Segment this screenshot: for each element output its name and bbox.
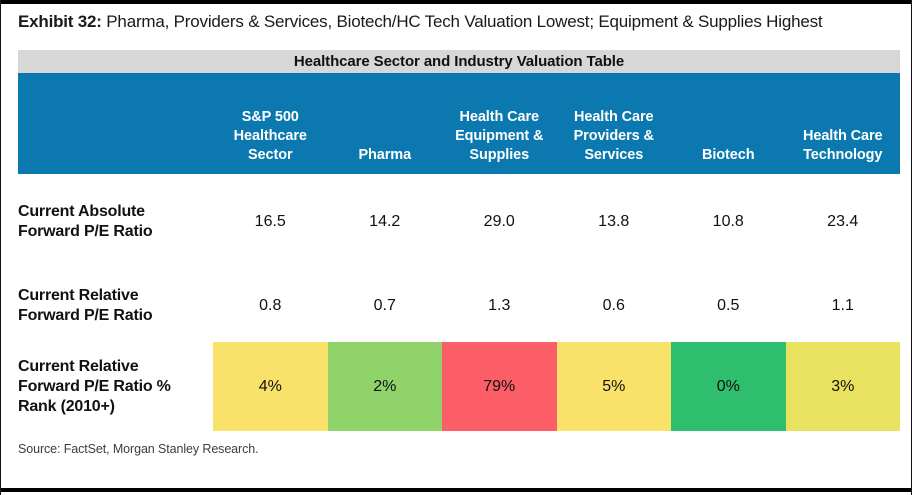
value-cell: 0.7 bbox=[373, 297, 396, 314]
value-cell: 16.5 bbox=[254, 213, 286, 230]
top-rule bbox=[1, 0, 911, 4]
source-note: Source: FactSet, Morgan Stanley Research… bbox=[18, 442, 259, 456]
heatmap-cell: 79% bbox=[442, 342, 557, 431]
exhibit-label: Exhibit 32: bbox=[18, 12, 102, 31]
column-header-biotech: Biotech bbox=[702, 147, 755, 163]
heatmap-cell: 2% bbox=[327, 342, 442, 431]
value-cell: 14.2 bbox=[369, 213, 401, 230]
heatmap-cell: 0% bbox=[671, 342, 786, 431]
heatmap-cell: 4% bbox=[213, 342, 328, 431]
value-cell: 1.3 bbox=[488, 297, 511, 314]
column-header-equipment-supplies: Health Care Equipment & Supplies bbox=[455, 109, 544, 163]
header-spacer bbox=[18, 73, 213, 174]
table-caption: Healthcare Sector and Industry Valuation… bbox=[18, 50, 900, 73]
heatmap-cell: 3% bbox=[785, 342, 900, 431]
row-label-percentile-rank: Current Relative Forward P/E Ratio % Ran… bbox=[18, 357, 171, 415]
valuation-table: Healthcare Sector and Industry Valuation… bbox=[18, 50, 900, 431]
column-header-pharma: Pharma bbox=[358, 147, 412, 163]
value-cell: 13.8 bbox=[598, 213, 630, 230]
table-row-percentile-rank: Current Relative Forward P/E Ratio % Ran… bbox=[18, 342, 900, 431]
bottom-rule bbox=[1, 488, 911, 492]
value-cell: 1.1 bbox=[831, 297, 854, 314]
row-label-relative-pe: Current Relative Forward P/E Ratio bbox=[18, 287, 153, 324]
column-header-sp500-healthcare: S&P 500 Healthcare Sector bbox=[233, 109, 307, 163]
exhibit-title: Exhibit 32: Pharma, Providers & Services… bbox=[18, 10, 870, 33]
table-row-absolute-pe: Current Absolute Forward P/E Ratio 16.5 … bbox=[18, 174, 900, 270]
value-cell: 29.0 bbox=[483, 213, 515, 230]
row-label-absolute-pe: Current Absolute Forward P/E Ratio bbox=[18, 203, 153, 240]
table-header-row: S&P 500 Healthcare Sector Pharma Health … bbox=[18, 73, 900, 174]
value-cell: 10.8 bbox=[712, 213, 744, 230]
heatmap-cell: 5% bbox=[556, 342, 671, 431]
exhibit-title-text: Pharma, Providers & Services, Biotech/HC… bbox=[106, 12, 823, 31]
value-cell: 0.5 bbox=[717, 297, 740, 314]
column-header-hc-technology: Health Care Technology bbox=[803, 128, 883, 163]
value-cell: 0.6 bbox=[602, 297, 625, 314]
value-cell: 23.4 bbox=[827, 213, 859, 230]
column-header-providers-services: Health Care Providers & Services bbox=[573, 109, 654, 163]
value-cell: 0.8 bbox=[259, 297, 282, 314]
table-row-relative-pe: Current Relative Forward P/E Ratio 0.8 0… bbox=[18, 270, 900, 342]
